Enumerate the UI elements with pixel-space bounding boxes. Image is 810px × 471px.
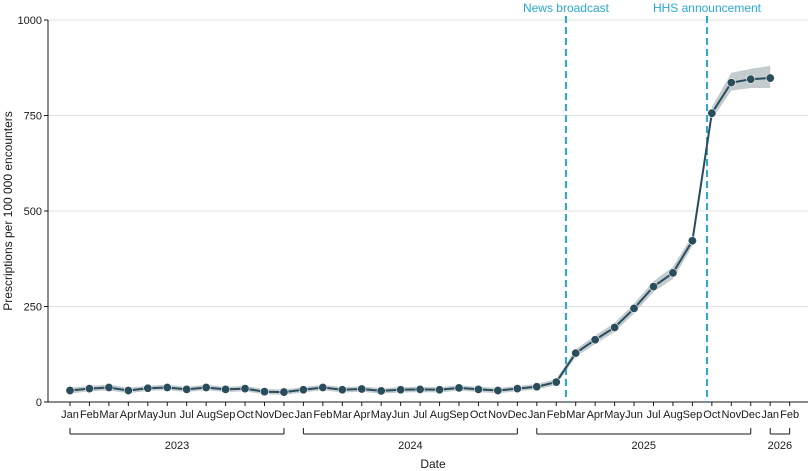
data-point [337, 385, 347, 395]
x-tick-label: Feb [547, 409, 566, 421]
data-point [104, 382, 114, 392]
data-point [65, 386, 75, 396]
data-point [84, 384, 94, 394]
data-point [240, 384, 250, 394]
x-tick-label: Feb [80, 409, 99, 421]
x-tick-label: Apr [120, 409, 137, 421]
x-tick-label: May [371, 409, 392, 421]
y-tick-label: 250 [24, 302, 42, 314]
x-tick-label: Jan [61, 409, 79, 421]
x-tick-label: Jan [761, 409, 779, 421]
data-point [435, 385, 445, 395]
data-point [454, 383, 464, 393]
x-tick-label: Aug [196, 409, 216, 421]
data-point [746, 74, 756, 84]
x-tick-label: Jan [295, 409, 313, 421]
y-tick-label: 1000 [18, 15, 42, 27]
x-tick-label: Jun [392, 409, 410, 421]
x-tick-label: Sep [216, 409, 236, 421]
data-point [493, 386, 503, 396]
x-tick-label: Feb [313, 409, 332, 421]
x-tick-label: Mar [99, 409, 118, 421]
data-point [590, 335, 600, 345]
data-point [221, 384, 231, 394]
event-label: HHS announcement [653, 1, 762, 15]
data-point [396, 385, 406, 395]
data-series [65, 73, 775, 397]
data-point [629, 303, 639, 313]
x-axis-title: Date [420, 457, 446, 471]
x-tick-label: Jul [180, 409, 194, 421]
x-tick-label: Sep [449, 409, 469, 421]
x-tick-label: Nov [255, 409, 275, 421]
x-tick-label: May [137, 409, 158, 421]
data-point [201, 382, 211, 392]
x-tick-label: Nov [488, 409, 508, 421]
y-tick-label: 0 [36, 397, 42, 409]
x-tick-label: Dec [741, 409, 761, 421]
x-tick-label: Aug [663, 409, 683, 421]
x-tick-label: Feb [780, 409, 799, 421]
x-tick-label: May [604, 409, 625, 421]
gridlines [48, 19, 808, 307]
y-axis-ticks: 0 250 500 750 1000 [18, 15, 48, 409]
data-point [532, 382, 542, 392]
series-line [69, 77, 771, 394]
data-point [182, 384, 192, 394]
year-label: 2025 [632, 440, 656, 452]
data-point [765, 73, 775, 83]
y-tick-label: 500 [24, 206, 42, 218]
year-label: 2024 [398, 440, 422, 452]
data-point [648, 282, 658, 292]
year-brackets: 2023 2024 2025 2026 [69, 428, 792, 452]
data-point [707, 108, 717, 118]
data-point [415, 384, 425, 394]
data-point [162, 382, 172, 392]
data-point [687, 236, 697, 246]
x-tick-label: Jun [158, 409, 176, 421]
data-point [298, 385, 308, 395]
x-tick-label: Dec [508, 409, 528, 421]
x-tick-label: Oct [703, 409, 720, 421]
x-tick-label: Apr [353, 409, 370, 421]
x-axis-ticks: Jan Feb Mar Apr May Jun Jul Aug Sep Oct Nov Dec Jan F… [61, 402, 799, 421]
event-markers: News broadcast HHS announcement [523, 1, 762, 402]
data-point [668, 268, 678, 278]
x-tick-label: Nov [722, 409, 742, 421]
x-tick-label: Sep [683, 409, 703, 421]
data-point [473, 384, 483, 394]
data-point [610, 323, 620, 333]
data-point [571, 348, 581, 358]
y-axis-title: Prescriptions per 100 000 encounters [1, 111, 15, 310]
data-point [279, 387, 289, 397]
data-point [376, 386, 386, 396]
y-tick-label: 750 [24, 111, 42, 123]
data-point [551, 377, 561, 387]
x-tick-label: Jul [413, 409, 427, 421]
x-tick-label: Jun [625, 409, 643, 421]
data-point [357, 384, 367, 394]
x-tick-label: Apr [587, 409, 604, 421]
x-tick-label: Oct [470, 409, 487, 421]
event-label: News broadcast [523, 1, 610, 15]
data-point [512, 384, 522, 394]
x-tick-label: Mar [566, 409, 585, 421]
data-point [123, 386, 133, 396]
year-label: 2023 [165, 440, 189, 452]
x-tick-label: Aug [430, 409, 450, 421]
x-tick-label: Jan [528, 409, 546, 421]
data-point [318, 382, 328, 392]
data-point [726, 78, 736, 88]
data-point [259, 387, 269, 397]
x-tick-label: Mar [333, 409, 352, 421]
year-label: 2026 [768, 440, 792, 452]
data-point [143, 383, 153, 393]
x-tick-label: Dec [274, 409, 294, 421]
x-tick-label: Oct [236, 409, 253, 421]
x-tick-label: Jul [646, 409, 660, 421]
